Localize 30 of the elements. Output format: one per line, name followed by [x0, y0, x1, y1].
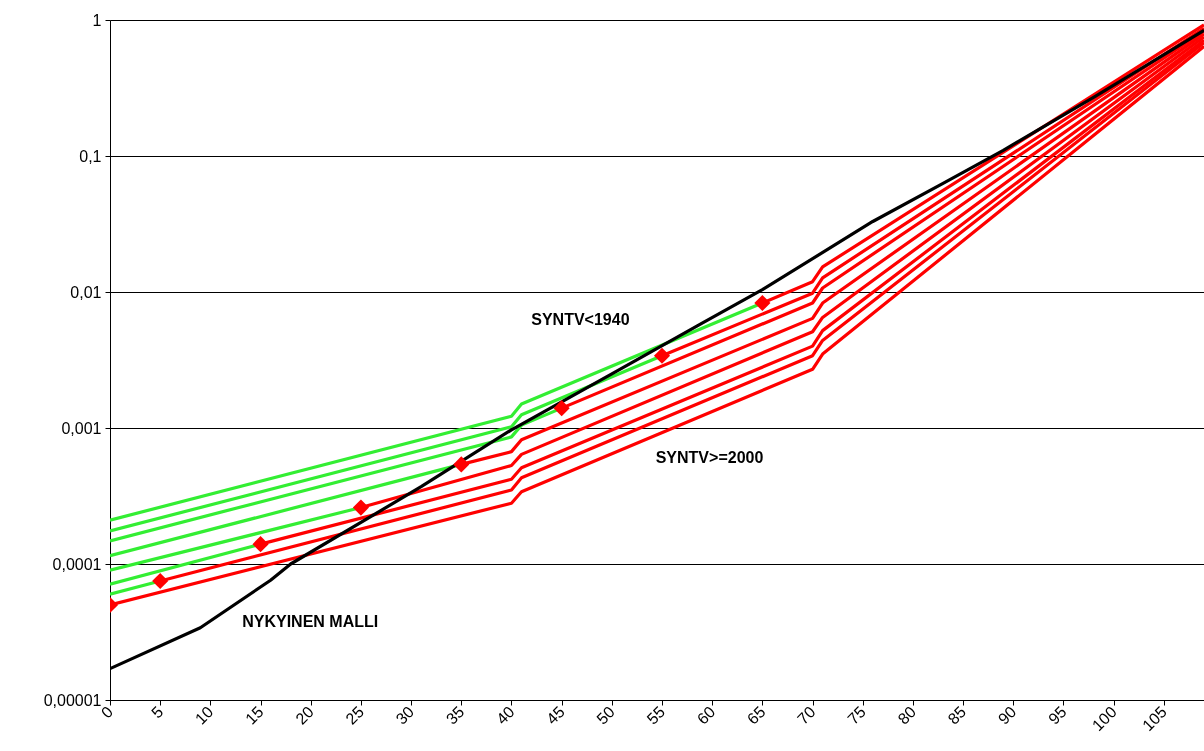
x-tick-label: 95 — [1045, 703, 1070, 728]
annotation: NYKYINEN MALLI — [242, 612, 379, 630]
x-tick-label: 50 — [593, 703, 619, 728]
x-tick-label: 65 — [743, 703, 769, 728]
annotation: SYNTV>=2000 — [655, 448, 764, 466]
x-tick-label: 45 — [543, 703, 568, 728]
x-tick-label: 85 — [944, 703, 970, 728]
y-tick-label: 0,01 — [70, 283, 102, 301]
x-tick-label: 55 — [643, 703, 669, 728]
x-tick-label: 105 — [1139, 703, 1171, 735]
x-tick-label: 60 — [693, 703, 719, 728]
x-tick-label: 100 — [1088, 703, 1120, 735]
y-tick-label: 0,001 — [61, 419, 102, 437]
x-tick-label: 90 — [994, 703, 1020, 728]
annotation: SYNTV<1940 — [531, 310, 630, 328]
x-tick-label: 15 — [242, 703, 267, 728]
x-tick-label: 75 — [844, 703, 869, 728]
x-tick-label: 30 — [392, 703, 418, 728]
x-tick-label: 35 — [442, 703, 468, 728]
x-tick-label: 40 — [493, 703, 518, 728]
x-tick-label: 20 — [292, 703, 317, 728]
y-tick-label: 0,00001 — [43, 691, 102, 709]
y-tick-label: 0,0001 — [52, 555, 102, 573]
x-tick-label: 80 — [894, 703, 920, 728]
x-tick-label: 70 — [794, 703, 819, 728]
x-tick-label: 5 — [148, 703, 167, 722]
y-tick-label: 1 — [92, 11, 102, 29]
x-tick-label: 25 — [342, 703, 368, 728]
x-tick-label: 10 — [191, 703, 217, 728]
y-tick-label: 0,1 — [79, 147, 102, 165]
